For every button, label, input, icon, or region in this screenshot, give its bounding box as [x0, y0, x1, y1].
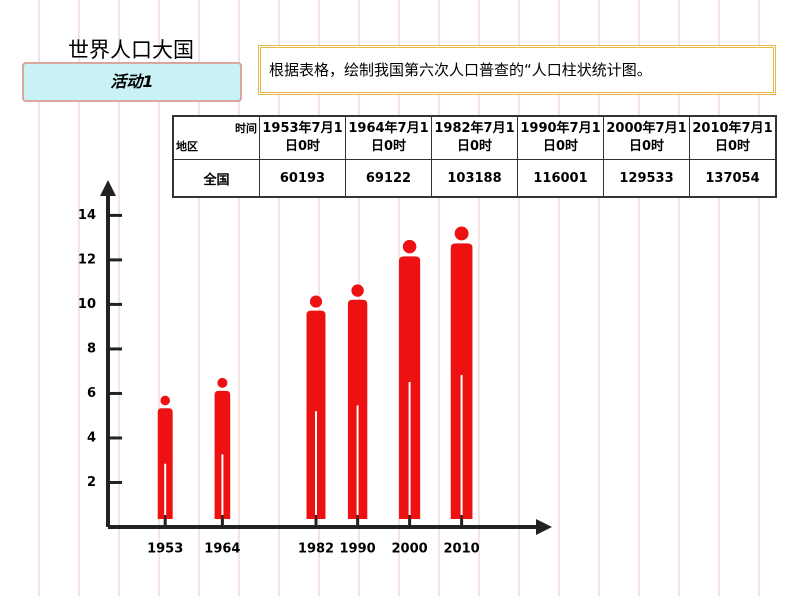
person-figure — [306, 295, 326, 519]
x-tick-label: 1982 — [298, 542, 334, 557]
y-tick-label: 4 — [87, 430, 96, 445]
corner-cell: 时间地区 — [172, 115, 260, 160]
instruction: 根据表格，绘制我国第六次人口普查的“人口柱状统计图。 — [258, 45, 776, 95]
x-tick-label: 1990 — [340, 542, 376, 557]
cell: 137054 — [689, 159, 777, 198]
x-tick-label: 1953 — [147, 542, 183, 557]
cell: 116001 — [517, 159, 604, 198]
x-tick-label: 2000 — [392, 542, 428, 557]
column-header: 1953年7月1日0时 — [259, 115, 346, 160]
y-arrow — [100, 180, 116, 196]
person-figure — [399, 239, 421, 519]
y-tick-label: 10 — [78, 297, 96, 312]
column-header: 2010年7月1日0时 — [689, 115, 777, 160]
x-tick-label: 1964 — [204, 542, 240, 557]
activity-badge: 活动1 — [22, 62, 242, 102]
cell: 103188 — [431, 159, 518, 198]
cell: 69122 — [345, 159, 432, 198]
column-header: 1964年7月1日0时 — [345, 115, 432, 160]
corner-bottom: 地区 — [176, 140, 198, 153]
x-tick-label: 2010 — [444, 542, 480, 557]
corner-top: 时间 — [235, 122, 257, 135]
cell: 60193 — [259, 159, 346, 198]
cell: 129533 — [603, 159, 690, 198]
person-figure — [347, 284, 368, 519]
x-arrow — [536, 519, 552, 535]
person-figure — [214, 377, 231, 519]
y-tick-label: 2 — [87, 475, 96, 490]
y-tick-label: 8 — [87, 341, 96, 356]
y-tick-label: 6 — [87, 386, 96, 401]
data-table: 时间地区 1953年7月1日0时 1964年7月1日0时 1982年7月1日0时… — [172, 115, 777, 198]
person-figure — [450, 226, 473, 520]
y-tick-label: 12 — [78, 252, 96, 267]
y-tick-label: 14 — [78, 208, 96, 223]
row-header: 全国 — [172, 159, 260, 198]
person-figure — [157, 395, 173, 519]
column-header: 2000年7月1日0时 — [603, 115, 690, 160]
slide-title: 世界人口大国 — [68, 38, 194, 62]
column-header: 1982年7月1日0时 — [431, 115, 518, 160]
